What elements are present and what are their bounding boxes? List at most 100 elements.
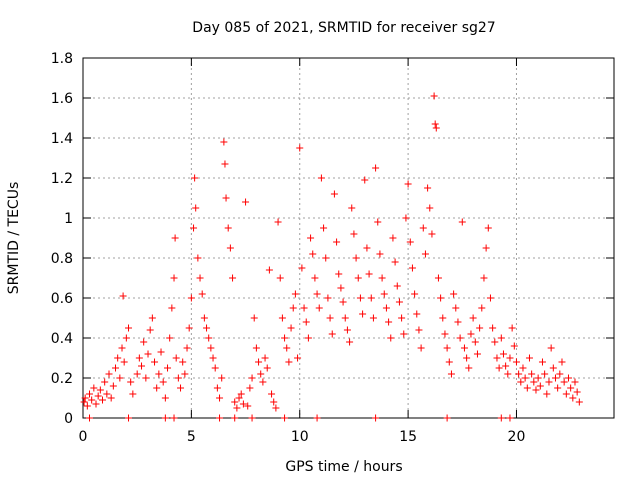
data-point (153, 384, 161, 392)
data-point (406, 238, 414, 246)
data-point (265, 266, 273, 274)
data-point (252, 344, 260, 352)
data-point (278, 314, 286, 322)
data-point (291, 290, 299, 298)
data-point (281, 414, 289, 422)
data-point (510, 342, 518, 350)
data-point (387, 334, 395, 342)
data-point (497, 414, 505, 422)
data-point (315, 304, 323, 312)
data-point (393, 282, 401, 290)
data-point (361, 176, 369, 184)
y-tick-label: 1 (64, 211, 73, 227)
data-point (283, 344, 291, 352)
data-point (302, 318, 310, 326)
data-point (320, 224, 328, 232)
data-point (207, 344, 215, 352)
data-point (534, 374, 542, 382)
data-point (413, 310, 421, 318)
data-point (402, 214, 410, 222)
data-point (335, 270, 343, 278)
data-point (272, 404, 280, 412)
data-point (346, 338, 354, 346)
data-point (441, 330, 449, 338)
data-point (480, 274, 488, 282)
data-point (285, 358, 293, 366)
data-point (350, 230, 358, 238)
data-point (428, 230, 436, 238)
data-point (313, 290, 321, 298)
data-point (263, 364, 271, 372)
data-point (348, 204, 356, 212)
data-point (398, 314, 406, 322)
data-point (343, 326, 351, 334)
data-point (434, 274, 442, 282)
data-point (417, 344, 425, 352)
x-tick-label: 0 (79, 429, 88, 445)
data-point (551, 374, 559, 382)
data-point (432, 124, 440, 132)
data-point (268, 390, 276, 398)
data-point (164, 364, 172, 372)
data-point (259, 378, 267, 386)
data-point (187, 294, 195, 302)
data-point (530, 378, 538, 386)
data-point (512, 358, 520, 366)
data-point (221, 160, 229, 168)
data-point (94, 392, 102, 400)
data-point (170, 274, 178, 282)
data-point (564, 374, 572, 382)
data-point (246, 384, 254, 392)
data-point (504, 370, 512, 378)
data-point (489, 324, 497, 332)
data-point (426, 204, 434, 212)
data-point (159, 378, 167, 386)
data-point (352, 254, 360, 262)
data-point (482, 244, 490, 252)
data-point (560, 378, 568, 386)
data-point (222, 194, 230, 202)
data-point (294, 354, 302, 362)
data-point (317, 174, 325, 182)
data-point (421, 250, 429, 258)
data-point (296, 144, 304, 152)
data-point (140, 338, 148, 346)
data-point (116, 374, 124, 382)
data-point (471, 338, 479, 346)
data-point (177, 384, 185, 392)
y-tick-label: 1.2 (51, 171, 73, 187)
data-point (430, 92, 438, 100)
data-point (337, 284, 345, 292)
data-point (372, 164, 380, 172)
data-point (170, 414, 178, 422)
data-point (495, 364, 503, 372)
data-point (411, 290, 419, 298)
data-point (146, 326, 154, 334)
data-point (447, 370, 455, 378)
data-point (114, 354, 122, 362)
data-point (304, 334, 312, 342)
data-point (122, 334, 130, 342)
data-point (248, 374, 256, 382)
data-point (452, 304, 460, 312)
data-point (196, 274, 204, 282)
data-point (216, 414, 224, 422)
data-point (443, 344, 451, 352)
data-point (543, 390, 551, 398)
data-point (431, 120, 439, 128)
data-point (538, 358, 546, 366)
data-point (445, 358, 453, 366)
data-point (463, 354, 471, 362)
data-point (322, 254, 330, 262)
y-tick-label: 0 (64, 411, 73, 427)
data-point (443, 414, 451, 422)
y-tick-label: 1.4 (51, 131, 73, 147)
data-point (101, 378, 109, 386)
data-point (415, 326, 423, 334)
data-points (80, 92, 583, 422)
data-point (567, 384, 575, 392)
data-point (521, 374, 529, 382)
data-point (372, 414, 380, 422)
data-point (191, 174, 199, 182)
